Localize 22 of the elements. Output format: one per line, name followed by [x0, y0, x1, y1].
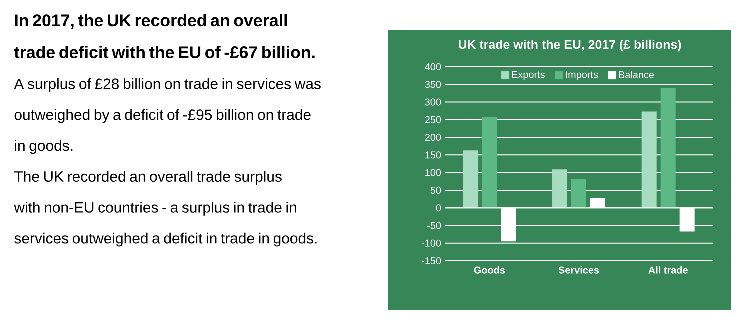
- legend-label: Exports: [512, 71, 545, 80]
- x-tick-label: Goods: [474, 266, 506, 274]
- y-tick-label: 200: [425, 134, 442, 142]
- legend-label: Imports: [566, 71, 598, 80]
- chart-title: UK trade with the EU, 2017 (£ billions): [459, 40, 682, 52]
- y-tick-label: -150: [422, 257, 442, 265]
- y-tick-label: 150: [426, 152, 442, 159]
- y-tick-label: -100: [422, 240, 442, 247]
- y-tick-label: 300: [425, 98, 442, 106]
- y-tick-label: 350: [425, 81, 442, 88]
- y-tick-label: -50: [428, 222, 442, 230]
- y-tick-label: 250: [425, 116, 442, 124]
- y-tick-label: 0: [436, 204, 442, 212]
- y-tick-label: 50: [430, 186, 442, 194]
- x-tick-label: All trade: [648, 266, 688, 274]
- text: In 2017, the UK recorded an overall trade deficit with the EU of -£67 billion.: [14, 14, 315, 59]
- text: A surplus of £28 billion on trade in services was outweighed by a deficit of -£95 billion on trade in goods.: [14, 78, 321, 154]
- y-tick-label: 400: [425, 63, 442, 71]
- legend-label: Balance: [619, 71, 654, 78]
- x-tick-label: Services: [558, 266, 600, 274]
- y-tick-label: 100: [426, 169, 442, 176]
- text: The UK recorded an overall trade surplus with non-EU countries - a surplus in trade in services outweighed a deficit in trade in goods.: [14, 171, 317, 247]
